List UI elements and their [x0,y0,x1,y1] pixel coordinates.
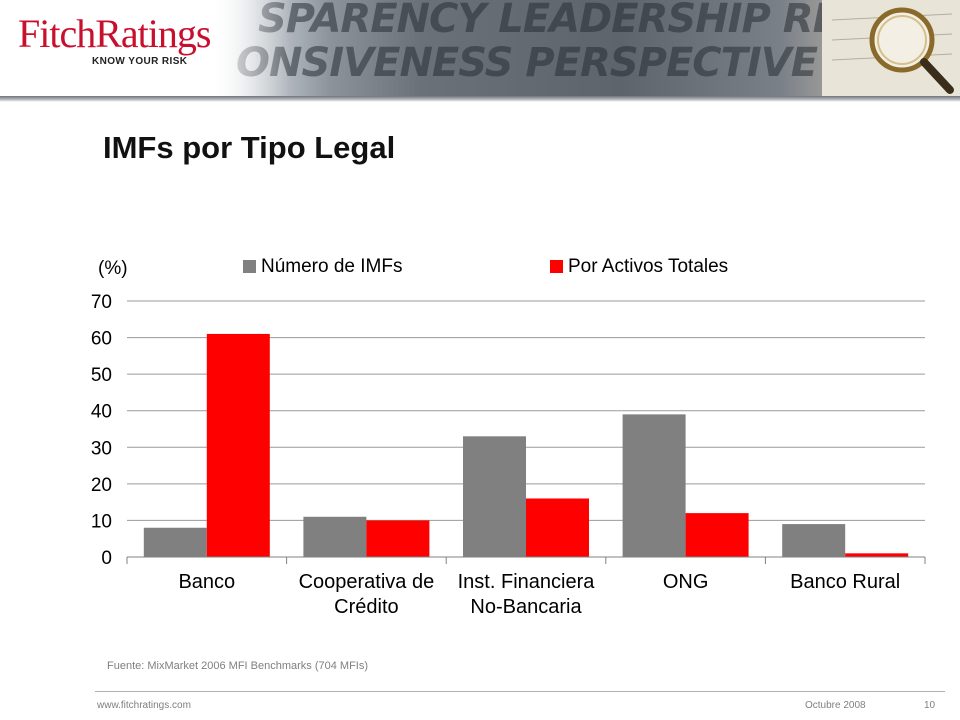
header-banner: sparency leadership responsiveness onsiv… [0,0,960,96]
page-title: IMFs por Tipo Legal [103,130,396,165]
header-divider [0,96,960,102]
bar [366,520,430,557]
x-tick-label: Banco Rural [790,571,900,593]
y-tick-label: 20 [91,475,112,496]
y-axis-unit-label: (%) [98,258,128,279]
x-tick-label: Banco [178,571,235,593]
bar [206,333,270,557]
x-axis [126,556,926,564]
legend-swatch [243,260,256,273]
y-tick-label: 60 [91,329,112,350]
footer-date: Octubre 2008 [805,700,866,711]
bar-chart: 0 10 20 30 40 50 60 70 Banco Cooperativa de Crédi… [91,256,926,618]
footer-url: www.fitchratings.com [97,700,191,711]
bar [303,516,367,557]
x-tick-label: Cooperativa de Crédito [299,571,435,618]
footer-divider [95,691,945,692]
y-axis-ticks: 0 10 20 30 40 50 60 70 [91,292,112,569]
legend-swatch [550,260,563,273]
page-number: 10 [924,700,936,711]
logo-tagline: KNOW YOUR RISK [92,56,188,67]
bar [463,436,526,557]
bar [782,524,846,557]
x-axis-labels: Banco Cooperativa de Crédito Inst. Financie… [178,571,900,618]
legend-label: Número de IMFs [261,256,402,277]
y-tick-label: 30 [91,438,112,459]
bar [685,513,749,557]
y-tick-label: 10 [91,511,112,532]
banner-fade [200,0,290,96]
bar [622,414,686,557]
legend-label: Por Activos Totales [568,256,728,277]
y-tick-label: 40 [91,402,112,423]
y-tick-label: 70 [91,292,112,313]
magnifying-glass-icon [822,0,960,96]
bar [526,498,589,557]
bar [143,527,207,557]
x-tick-label: ONG [663,571,709,593]
source-note: Fuente: MixMarket 2006 MFI Benchmarks (7… [107,660,369,672]
fitch-logo: FitchRatings [18,11,211,56]
chart-legend: Número de IMFs Por Activos Totales [243,256,728,277]
bars [143,333,909,557]
y-tick-label: 50 [91,365,112,386]
x-tick-label: Inst. Financiera No-Bancaria [458,571,596,618]
y-tick-label: 0 [101,548,112,569]
bar [845,553,909,557]
